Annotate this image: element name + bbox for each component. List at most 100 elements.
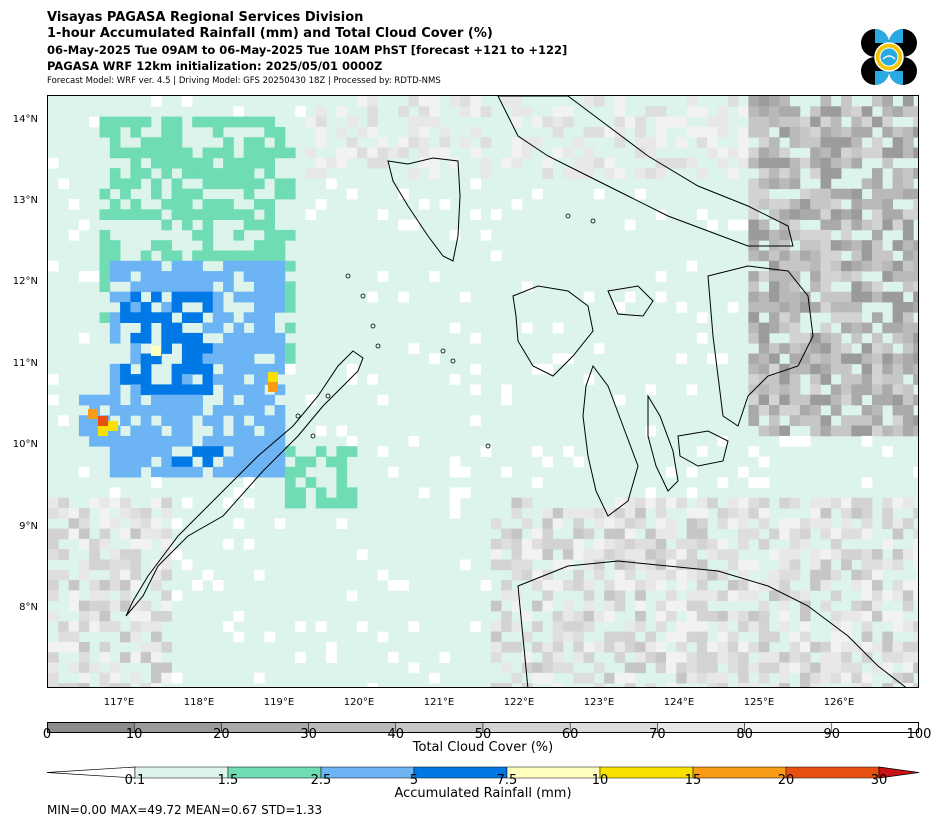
grid-cell [233,631,245,643]
grid-cell [902,178,914,190]
grid-cell [872,394,883,406]
grid-cell [346,147,358,159]
grid-cell [635,580,646,591]
grid-cell [233,322,245,334]
island [325,393,331,399]
grid-cell [89,116,100,128]
grid-cell [109,178,121,190]
grid-cell [810,188,821,200]
cloud-tick-label: 60 [561,727,579,742]
grid-cell [480,137,492,148]
grid-cell [398,219,409,231]
grid-cell [748,178,760,190]
grid-cell [861,559,873,571]
grid-cell [408,116,420,128]
grid-cell [274,229,286,241]
grid-cell [676,621,687,632]
grid-cell [769,549,780,560]
grid-cell [89,394,100,406]
grid-cell [779,96,790,107]
grid-cell [830,126,842,138]
grid-cell [192,229,203,241]
grid-cell [377,147,389,159]
grid-cell [68,580,80,591]
grid-cell [284,302,296,313]
island [310,433,316,439]
grid-cell [470,178,481,190]
grid-cell [779,528,790,540]
grid-cell [676,662,687,674]
grid-cell [758,641,770,653]
grid-cell [336,425,348,437]
grid-cell [820,209,832,220]
grid-cell [109,374,121,385]
grid-cell [202,281,214,293]
grid-cell [336,518,348,529]
grid-cell [614,672,626,684]
grid-cell [861,147,873,159]
grid-cell [882,641,893,653]
grid-cell [789,590,801,602]
grid-cell [171,137,183,148]
grid-cell [315,446,327,457]
grid-cell [151,518,162,529]
grid-cell [181,425,193,437]
grid-cell [810,281,821,293]
grid-cell [851,281,863,293]
grid-cell [635,126,646,138]
grid-cell [315,487,327,499]
grid-cell [151,353,162,365]
grid-cell [799,672,811,684]
grid-cell [233,456,245,468]
grid-cell [769,394,780,406]
grid-cell [655,126,667,138]
grid-cell [387,580,399,591]
grid-cell [264,260,275,272]
grid-cell [882,446,893,457]
grid-cell [707,147,718,159]
grid-cell [830,652,842,663]
grid-cell [212,302,224,313]
grid-cell [696,600,708,612]
grid-cell [78,569,90,581]
grid-cell [655,116,667,128]
grid-cell [748,683,760,687]
grid-cell [521,322,533,334]
grid-cell [614,302,626,313]
grid-cell [872,96,883,107]
grid-cell [223,466,234,478]
grid-cell [109,672,121,684]
grid-cell [542,569,554,581]
grid-cell [109,456,121,468]
grid-cell [851,528,863,540]
grid-cell [872,240,883,251]
grid-cell [810,405,821,416]
grid-cell [820,332,832,344]
grid-cell [799,683,811,687]
grid-cell [583,528,595,540]
lon-label: 121°E [423,697,455,708]
grid-cell [913,260,918,272]
grid-cell [686,662,698,674]
grid-cell [181,405,193,416]
grid-cell [769,631,780,643]
grid-cell [532,116,543,128]
grid-cell [264,229,275,241]
grid-cell [254,157,265,169]
grid-cell [130,199,142,210]
grid-cell [851,199,863,210]
grid-cell [151,240,162,251]
grid-cell [758,96,770,107]
grid-cell [223,116,234,128]
grid-cell [872,353,883,365]
grid-cell [820,322,832,334]
grid-cell [109,137,121,148]
grid-cell [779,291,790,303]
grid-cell [192,343,203,354]
grid-cell [48,590,59,602]
grid-cell [449,157,461,169]
grid-cell [892,549,904,560]
grid-cell [202,446,214,457]
grid-cell [614,96,626,107]
grid-cell [140,405,152,416]
